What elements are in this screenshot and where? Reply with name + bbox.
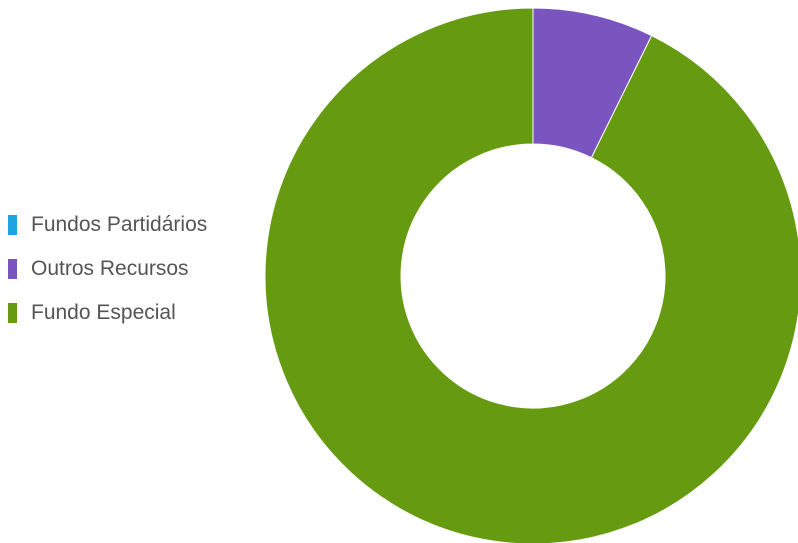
legend-label-fundos-partidarios: Fundos Partidários <box>31 213 208 236</box>
legend-label-fundo-especial: Fundo Especial <box>31 301 176 324</box>
legend-swatch-fundos-partidarios <box>8 215 17 235</box>
chart-legend: Fundos Partidários Outros Recursos Fundo… <box>8 213 208 346</box>
legend-item-outros-recursos[interactable]: Outros Recursos <box>8 257 207 280</box>
donut-slice-fundo-especial[interactable] <box>264 7 798 543</box>
legend-label-outros-recursos: Outros Recursos <box>31 257 189 280</box>
legend-swatch-fundo-especial <box>8 303 17 323</box>
legend-item-fundos-partidarios[interactable]: Fundos Partidários <box>8 213 208 236</box>
legend-item-fundo-especial[interactable]: Fundo Especial <box>8 301 207 324</box>
legend-swatch-outros-recursos <box>8 259 17 279</box>
